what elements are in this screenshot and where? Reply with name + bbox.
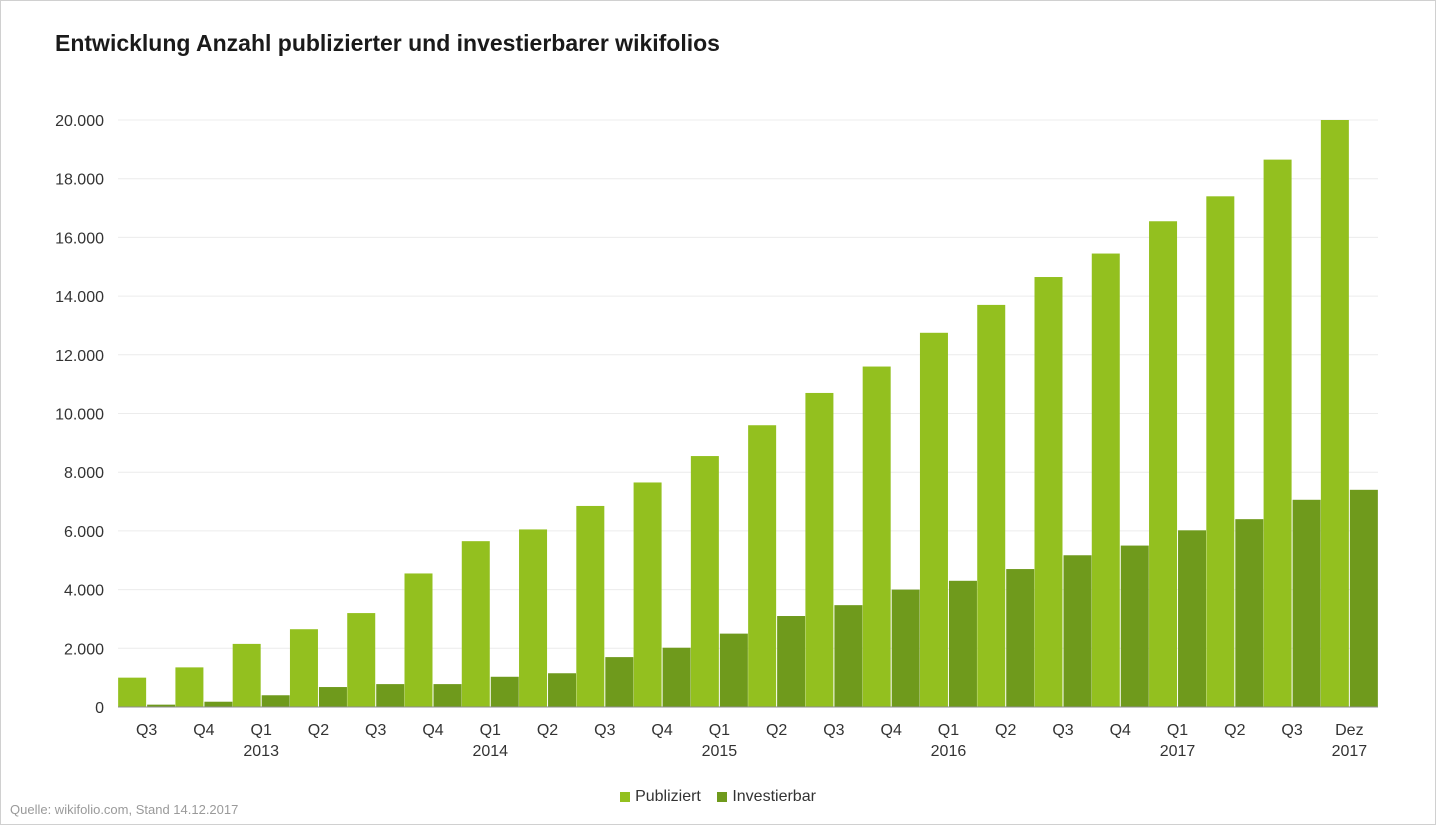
x-tick-label: Q3: [136, 722, 157, 739]
bar-publiziert: [633, 482, 662, 707]
bar-investierbar: [605, 657, 634, 707]
bar-investierbar: [204, 701, 233, 707]
y-tick-label: 8.000: [64, 465, 104, 482]
bar-publiziert: [461, 541, 490, 707]
bar-investierbar: [1120, 545, 1149, 707]
bar-investierbar: [1006, 569, 1035, 707]
x-tick-label: Q3: [823, 722, 844, 739]
bar-investierbar: [777, 616, 806, 707]
x-tick-label: Q1: [938, 722, 959, 739]
x-tick-label: Q1: [251, 722, 272, 739]
bar-publiziert: [1034, 277, 1063, 707]
bar-publiziert: [977, 304, 1006, 707]
bar-investierbar: [1235, 519, 1264, 707]
x-tick-label: Q2: [308, 722, 329, 739]
bar-investierbar: [376, 684, 405, 707]
x-tick-label: Q2: [995, 722, 1016, 739]
legend-item-investierbar: Investierbar: [717, 788, 816, 806]
bar-investierbar: [490, 676, 519, 707]
bar-investierbar: [1349, 489, 1378, 707]
y-tick-label: 0: [95, 700, 104, 717]
x-tick-label: Q2: [766, 722, 787, 739]
bar-investierbar: [834, 605, 863, 707]
x-tick-label: Q2: [1224, 722, 1245, 739]
bar-investierbar: [318, 687, 347, 707]
bar-investierbar: [548, 673, 577, 707]
x-tick-label: Q4: [193, 722, 214, 739]
x-tick-year-label: 2017: [1332, 743, 1368, 760]
bar-investierbar: [1063, 555, 1092, 707]
bar-publiziert: [347, 613, 376, 707]
y-tick-label: 10.000: [55, 407, 104, 424]
x-tick-label: Q4: [1110, 722, 1131, 739]
bar-publiziert: [748, 425, 777, 707]
y-tick-label: 2.000: [64, 641, 104, 658]
x-tick-label: Q4: [651, 722, 672, 739]
x-tick-year-label: 2015: [702, 743, 738, 760]
bar-publiziert: [175, 667, 204, 707]
bar-investierbar: [1178, 530, 1207, 707]
legend: Publiziert Investierbar: [0, 788, 1436, 807]
y-tick-label: 14.000: [55, 289, 104, 306]
y-tick-label: 20.000: [55, 113, 104, 130]
bar-publiziert: [519, 529, 548, 707]
bar-publiziert: [289, 629, 318, 707]
x-tick-label: Q1: [1167, 722, 1188, 739]
x-tick-label: Q3: [365, 722, 386, 739]
bar-publiziert: [232, 643, 261, 707]
bar-publiziert: [1149, 221, 1178, 707]
x-tick-label: Q2: [537, 722, 558, 739]
x-tick-year-label: 2016: [931, 743, 967, 760]
bar-publiziert: [862, 366, 891, 707]
bar-publiziert: [1263, 159, 1292, 707]
x-tick-label: Q3: [594, 722, 615, 739]
legend-swatch-publiziert: [620, 792, 631, 802]
bar-investierbar: [261, 695, 290, 707]
bar-publiziert: [805, 392, 834, 707]
x-tick-year-label: 2014: [472, 743, 508, 760]
bar-investierbar: [433, 684, 462, 707]
bar-investierbar: [1292, 499, 1321, 707]
bar-publiziert: [404, 573, 433, 707]
x-tick-year-label: 2013: [243, 743, 279, 760]
bar-publiziert: [1320, 120, 1349, 707]
y-tick-label: 18.000: [55, 172, 104, 189]
legend-swatch-investierbar: [717, 792, 728, 802]
x-tick-label: Q4: [422, 722, 443, 739]
x-tick-label: Q1: [709, 722, 730, 739]
y-tick-label: 4.000: [64, 583, 104, 600]
bar-publiziert: [576, 505, 605, 707]
legend-item-publiziert: Publiziert: [620, 788, 701, 806]
x-tick-label: Q4: [881, 722, 902, 739]
y-tick-label: 6.000: [64, 524, 104, 541]
bar-publiziert: [118, 677, 147, 707]
x-tick-label: Q3: [1052, 722, 1073, 739]
bar-publiziert: [690, 456, 719, 707]
legend-label-investierbar: Investierbar: [732, 788, 816, 805]
x-tick-label: Q1: [480, 722, 501, 739]
bar-investierbar: [948, 580, 977, 707]
bar-investierbar: [719, 633, 748, 707]
bar-publiziert: [1091, 253, 1120, 708]
bar-investierbar: [147, 704, 176, 707]
x-tick-year-label: 2017: [1160, 743, 1196, 760]
source-note: Quelle: wikifolio.com, Stand 14.12.2017: [10, 802, 239, 817]
bar-investierbar: [662, 647, 691, 707]
y-tick-label: 16.000: [55, 230, 104, 247]
chart-title: Entwicklung Anzahl publizierter und inve…: [55, 30, 720, 56]
x-tick-label: Q3: [1281, 722, 1302, 739]
bar-publiziert: [919, 332, 948, 707]
y-tick-label: 12.000: [55, 348, 104, 365]
x-tick-label: Dez: [1335, 722, 1363, 739]
bar-publiziert: [1206, 196, 1235, 707]
bar-investierbar: [891, 589, 920, 707]
legend-label-publiziert: Publiziert: [635, 788, 701, 805]
